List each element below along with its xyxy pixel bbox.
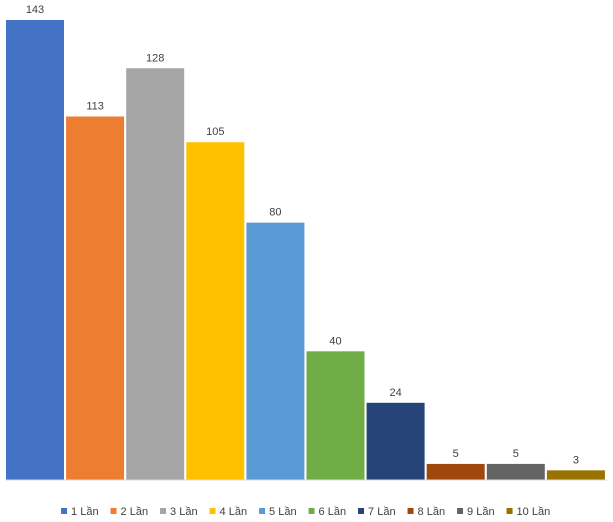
bar-7	[366, 402, 425, 480]
legend-label-6: 6 Lần	[319, 506, 347, 518]
legend-swatch-7	[358, 508, 365, 514]
legend-item-4: 4 Lần	[209, 506, 248, 518]
data-label-1: 143	[26, 4, 44, 16]
bar-6	[306, 351, 365, 480]
legend-label-8: 8 Lần	[418, 506, 446, 518]
legend-item-2: 2 Lần	[110, 506, 149, 518]
legend-item-6: 6 Lần	[308, 506, 347, 518]
data-label-2: 113	[86, 101, 104, 113]
bar-4	[186, 142, 245, 481]
data-label-5: 80	[269, 207, 281, 219]
legend-label-7: 7 Lần	[368, 506, 396, 518]
bar-5	[246, 222, 305, 480]
legend-item-1: 1 Lần	[61, 506, 99, 518]
legend-item-7: 7 Lần	[358, 506, 396, 518]
legend-label-2: 2 Lần	[121, 506, 149, 518]
legend-swatch-9	[457, 508, 464, 514]
data-label-9: 5	[513, 448, 519, 460]
bars-group	[6, 20, 605, 481]
legend-swatch-3	[160, 508, 167, 514]
legend-swatch-6	[308, 508, 315, 514]
bar-1	[6, 20, 64, 480]
legend-label-9: 9 Lần	[467, 506, 495, 518]
bar-8	[426, 463, 485, 480]
legend-swatch-8	[407, 508, 414, 514]
legend-item-10: 10 Lần	[506, 506, 551, 518]
bar-9	[486, 463, 545, 480]
legend-swatch-2	[110, 508, 117, 514]
legend-label-1: 1 Lần	[71, 506, 99, 518]
bar-10	[546, 470, 605, 480]
legend-item-9: 9 Lần	[457, 506, 495, 518]
legend-item-5: 5 Lần	[259, 506, 297, 518]
data-label-3: 128	[146, 52, 164, 64]
legend-item-8: 8 Lần	[407, 506, 446, 518]
legend-label-5: 5 Lần	[269, 506, 297, 518]
legend-swatch-5	[259, 508, 266, 514]
legend-item-3: 3 Lần	[160, 506, 198, 518]
bar-2	[66, 116, 125, 480]
data-labels-group: 143 113 128 105 80 40 24 5 5 3	[26, 4, 579, 466]
legend-label-10: 10 Lần	[517, 506, 551, 518]
legend-label-3: 3 Lần	[170, 506, 198, 518]
data-label-4: 105	[206, 126, 224, 138]
data-label-10: 3	[573, 454, 579, 466]
data-label-6: 40	[329, 335, 341, 347]
data-label-8: 5	[453, 448, 459, 460]
legend-swatch-4	[209, 508, 216, 514]
legend-swatch-1	[61, 508, 68, 514]
data-label-7: 24	[389, 387, 401, 399]
legend-label-4: 4 Lần	[220, 506, 248, 518]
legend: 1 Lần 2 Lần 3 Lần 4 Lần 5 Lần 6 Lần 7 Lần 8 Lần…	[61, 506, 550, 518]
bar-3	[126, 68, 185, 480]
legend-swatch-10	[506, 508, 513, 514]
